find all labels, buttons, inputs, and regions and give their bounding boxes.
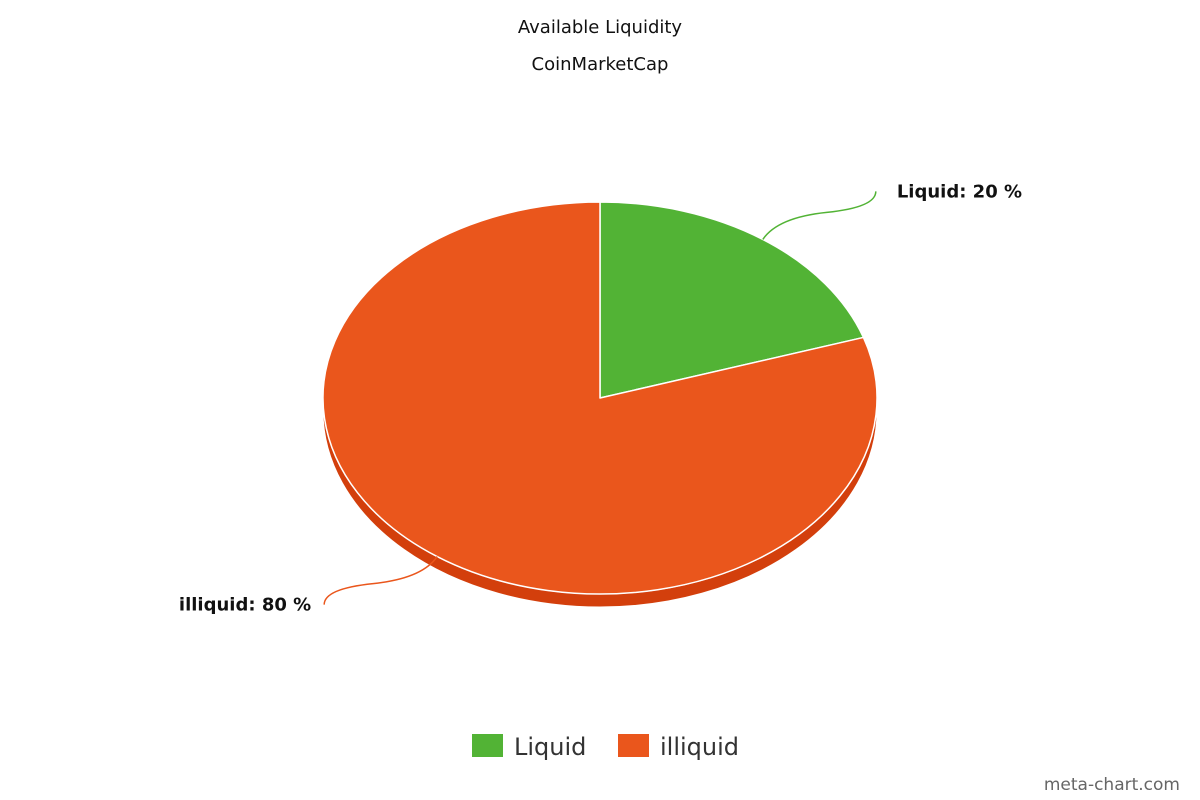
- data-label-illiquid: illiquid: 80 %: [179, 595, 311, 616]
- connector-liquid: [762, 191, 877, 240]
- credit-text[interactable]: meta-chart.com: [1044, 775, 1180, 795]
- chart-subtitle: CoinMarketCap: [532, 54, 669, 75]
- legend: Liquid illiquid: [472, 733, 739, 761]
- connector-illiquid: [323, 556, 438, 605]
- legend-label-illiquid[interactable]: illiquid: [660, 733, 739, 761]
- pie-slice-illiquid[interactable]: [322, 201, 878, 595]
- legend-swatch-illiquid[interactable]: [618, 734, 649, 757]
- legend-label-liquid[interactable]: Liquid: [514, 733, 586, 761]
- data-label-liquid: Liquid: 20 %: [897, 181, 1022, 202]
- legend-swatch-liquid[interactable]: [472, 734, 503, 757]
- pie-plot-area: Liquid: 20 % illiquid: 80 %: [179, 181, 1022, 615]
- chart-title: Available Liquidity: [518, 17, 683, 38]
